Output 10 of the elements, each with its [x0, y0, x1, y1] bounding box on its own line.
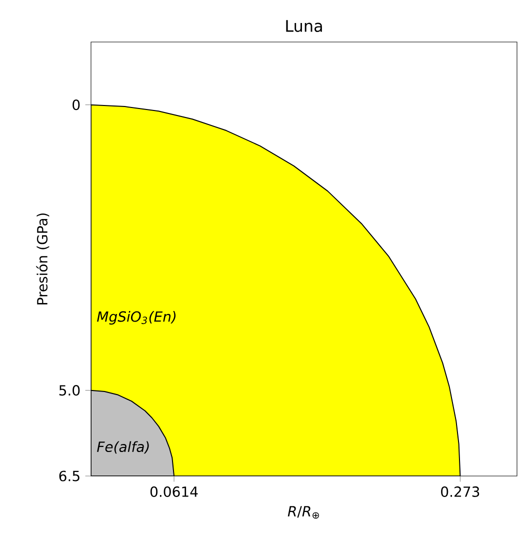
x-tick-label: 0.273: [441, 486, 480, 497]
annotation: Fe(alfa): [97, 441, 149, 454]
chart-title: Luna: [286, 20, 322, 32]
x-axis-title: R/R$_{⊕}$: [288, 506, 319, 519]
y-axis-title: Presión (GPa): [36, 213, 50, 304]
y-tick-label: 5.0: [59, 385, 80, 396]
annotation: MgSiO$_{3}$(En): [97, 311, 176, 325]
y-tick-label: 6.5: [59, 470, 80, 482]
y-tick-label: 0: [72, 100, 80, 110]
x-tick-label: 0.0614: [150, 486, 198, 497]
